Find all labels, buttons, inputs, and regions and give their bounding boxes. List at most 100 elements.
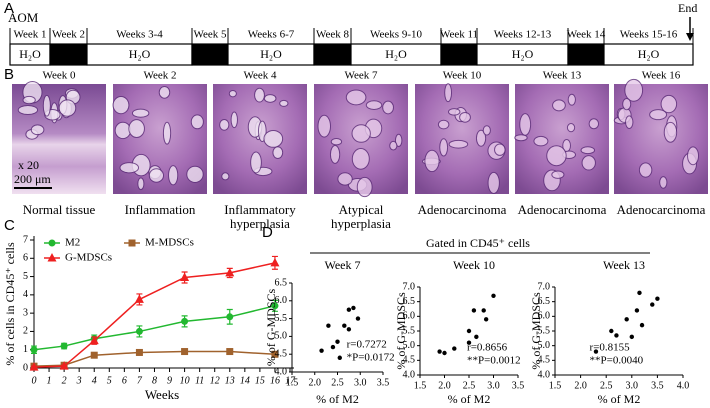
- image-caption: Atypical: [339, 202, 384, 217]
- y-tick-label: 7.0: [403, 281, 416, 292]
- point: [491, 293, 496, 298]
- end-arrowhead: [686, 33, 694, 41]
- marker: [135, 348, 143, 356]
- gland: [649, 109, 668, 121]
- period-weeks: Week 2: [52, 29, 85, 41]
- panel-header: Gated in CD45⁺ cells: [426, 236, 530, 250]
- gland: [622, 97, 632, 111]
- period-treatment: H₂O: [19, 47, 41, 61]
- gland: [439, 138, 449, 157]
- point: [452, 346, 457, 351]
- gland: [351, 124, 371, 143]
- y-tick-label: 5: [23, 271, 28, 282]
- y-tick-label: 6.5: [538, 296, 551, 307]
- period-weeks: Week 14: [567, 29, 606, 41]
- y-tick-label: 6.0: [403, 311, 416, 322]
- y-tick-label: 6.0: [538, 311, 551, 322]
- gland: [219, 118, 230, 131]
- y-tick-label: 6: [23, 253, 28, 264]
- gland: [514, 134, 528, 142]
- period-weeks: Weeks 6-7: [248, 29, 295, 41]
- image-caption: Adenocarcinoma: [617, 202, 706, 217]
- marker: [90, 351, 98, 359]
- y-tick-label: 5.0: [275, 331, 288, 342]
- gland: [624, 78, 644, 102]
- legend-label: G-MDSCs: [65, 252, 112, 264]
- gland: [533, 135, 549, 147]
- gland: [221, 172, 230, 181]
- gland: [112, 96, 130, 115]
- image-week: Week 4: [243, 70, 277, 82]
- point: [351, 305, 356, 311]
- gland: [580, 146, 596, 155]
- gland: [137, 177, 145, 191]
- gland: [660, 94, 678, 114]
- point: [466, 340, 472, 345]
- gland: [162, 121, 172, 145]
- series-line: [33, 305, 276, 351]
- gland: [424, 149, 440, 173]
- gland: [494, 143, 506, 156]
- annotation: **P=0.0040: [590, 355, 644, 367]
- gland: [330, 138, 343, 146]
- image-caption: Adenocarcinoma: [418, 202, 507, 217]
- x-tick-label: 1.5: [286, 377, 299, 388]
- y-tick-label: 0: [23, 362, 28, 373]
- gland: [437, 119, 450, 130]
- point: [319, 348, 324, 353]
- gland: [444, 83, 453, 103]
- gland: [351, 148, 370, 170]
- period-weeks: Week 11: [440, 29, 478, 41]
- y-tick-label: 3: [23, 307, 28, 318]
- y-tick-label: 7: [23, 234, 28, 245]
- gland: [519, 113, 532, 136]
- x-tick-label: 0: [32, 375, 37, 386]
- point: [437, 349, 442, 354]
- start-label: AOM: [8, 10, 39, 25]
- x-tick-label: 2.0: [309, 377, 322, 388]
- gland: [114, 121, 132, 140]
- gland: [119, 162, 140, 174]
- point: [337, 355, 342, 360]
- x-tick-label: 3.5: [651, 380, 664, 391]
- x-tick-label: 16: [270, 375, 280, 386]
- annotation: r=0.8656: [467, 342, 508, 354]
- image-week: Week 16: [642, 70, 681, 82]
- marker: [226, 348, 234, 356]
- period-weeks: Week 1: [13, 29, 46, 41]
- gland: [228, 89, 237, 98]
- gland: [190, 114, 204, 130]
- legend-label: M2: [65, 237, 80, 249]
- gland: [345, 89, 367, 106]
- point: [355, 316, 361, 321]
- period-treatment: H₂O: [512, 47, 534, 61]
- panel-label: C: [4, 217, 15, 234]
- y-tick-label: 4.5: [403, 355, 416, 366]
- gland: [356, 176, 373, 198]
- y-tick-label: 4.0: [538, 369, 551, 380]
- x-tick-label: 4: [92, 375, 97, 386]
- gland: [148, 168, 165, 183]
- gland: [42, 94, 51, 117]
- x-axis-label: % of M2: [448, 392, 491, 406]
- gland: [552, 99, 566, 112]
- legend-label: M-MDSCs: [145, 237, 194, 249]
- x-tick-label: 15: [255, 375, 265, 386]
- gland: [17, 104, 39, 116]
- gland: [263, 129, 284, 148]
- x-tick-label: 12: [210, 375, 220, 386]
- x-tick-label: 3: [76, 375, 82, 386]
- gland: [30, 124, 45, 136]
- x-tick-label: 10: [180, 375, 190, 386]
- period-treatment: H₂O: [129, 47, 151, 61]
- period-weeks: Week 5: [193, 29, 227, 41]
- point: [637, 290, 642, 296]
- gland: [168, 165, 179, 186]
- point: [629, 334, 634, 340]
- point: [326, 323, 331, 328]
- magnification: x 20: [18, 158, 39, 172]
- gland: [329, 145, 341, 164]
- marker: [30, 346, 38, 354]
- marker: [271, 302, 279, 310]
- gland: [659, 176, 668, 189]
